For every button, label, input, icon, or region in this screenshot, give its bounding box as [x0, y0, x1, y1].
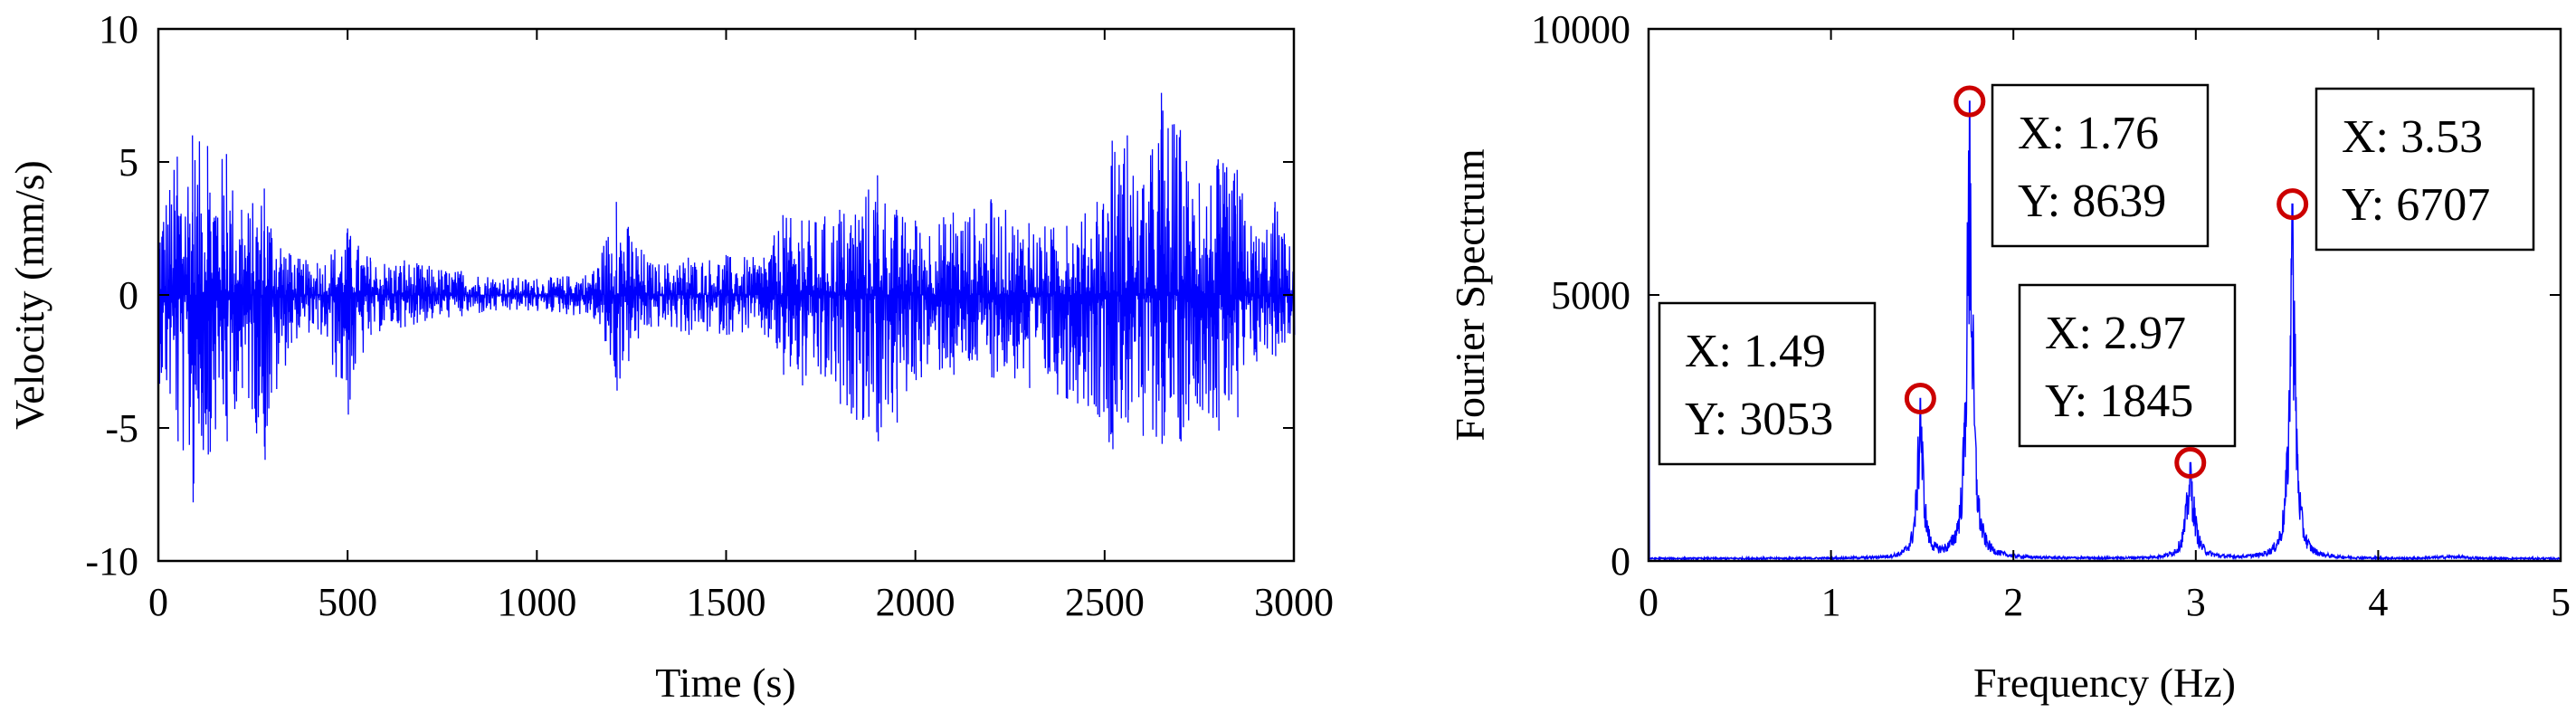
- spectrum-x-tick-label: 4: [2368, 580, 2388, 624]
- velocity-x-tick-label: 500: [318, 580, 377, 624]
- datatip-marker: [1953, 85, 1986, 118]
- velocity-x-tick-label: 3000: [1254, 580, 1334, 624]
- datatip-y-label: Y: 3053: [1685, 394, 1833, 445]
- datatip-y-label: Y: 8639: [2018, 176, 2166, 227]
- datatip-x-label: X: 1.76: [2018, 108, 2159, 159]
- velocity-x-axis-label: Time (s): [655, 660, 796, 706]
- velocity-chart: 0 500 1000 1500 2000 2500 3000 -10 -5 0 5 10 Time (…: [6, 7, 1334, 706]
- spectrum-x-tick-label: 3: [2186, 580, 2206, 624]
- spectrum-chart: 0 1 2 3 4 5 0 5000 10000 X: 1.49 Y: 3053 X: 1.76 Y:…: [1447, 7, 2571, 706]
- datatip-x-label: X: 1.49: [1685, 326, 1826, 377]
- spectrum-axes-ticks: 0 1 2 3 4 5 0 5000 10000: [1531, 7, 2571, 624]
- velocity-x-tick-label: 2000: [876, 580, 955, 624]
- spectrum-x-tick-label: 0: [1639, 580, 1659, 624]
- spectrum-x-tick-label: 1: [1821, 580, 1841, 624]
- velocity-x-tick-label: 0: [148, 580, 168, 624]
- datatip-y-label: Y: 6707: [2342, 179, 2490, 231]
- datatip-x-label: X: 3.53: [2342, 111, 2483, 163]
- datatip-box: [1658, 301, 1877, 466]
- velocity-series-line: [157, 92, 1296, 503]
- spectrum-x-tick-label: 2: [2003, 580, 2023, 624]
- spectrum-x-axis-label: Frequency (Hz): [1973, 660, 2236, 706]
- datatip-box: [2018, 283, 2237, 448]
- datatip-box: [1991, 83, 2210, 248]
- velocity-x-tick-label: 1500: [687, 580, 766, 624]
- spectrum-y-tick-label: 5000: [1551, 273, 1630, 318]
- spectrum-signal: [1648, 100, 2562, 562]
- velocity-signal: [157, 92, 1296, 503]
- velocity-axes-ticks: 0 500 1000 1500 2000 2500 3000 -10 -5 0 5 10: [85, 7, 1334, 624]
- velocity-x-tick-label: 1000: [497, 580, 576, 624]
- velocity-y-tick-label: 10: [99, 7, 138, 52]
- spectrum-series-line: [1648, 100, 2562, 562]
- velocity-y-tick-label: -5: [105, 406, 138, 451]
- velocity-y-tick-label: 0: [119, 273, 138, 318]
- datatip-box: [2315, 87, 2535, 252]
- spectrum-y-tick-label: 0: [1611, 539, 1630, 584]
- spectrum-x-tick-label: 5: [2551, 580, 2571, 624]
- datatip-marker: [2174, 447, 2207, 480]
- datatip-marker: [1904, 382, 1936, 414]
- velocity-x-tick-label: 2500: [1065, 580, 1145, 624]
- datatip-marker: [2277, 188, 2309, 221]
- datatip-x-label: X: 2.97: [2045, 308, 2186, 359]
- velocity-y-axis-label: Velocity (mm/s): [6, 160, 52, 430]
- spectrum-y-axis-label: Fourier Spectrum: [1447, 148, 1493, 441]
- velocity-y-tick-label: 5: [119, 140, 138, 185]
- spectrum-y-tick-label: 10000: [1531, 7, 1630, 52]
- datatip-y-label: Y: 1845: [2045, 375, 2193, 427]
- spectrum-datatips: X: 1.49 Y: 3053 X: 1.76 Y: 8639 X: 2.97 Y: 18…: [1658, 83, 2535, 480]
- velocity-y-tick-label: -10: [85, 539, 138, 584]
